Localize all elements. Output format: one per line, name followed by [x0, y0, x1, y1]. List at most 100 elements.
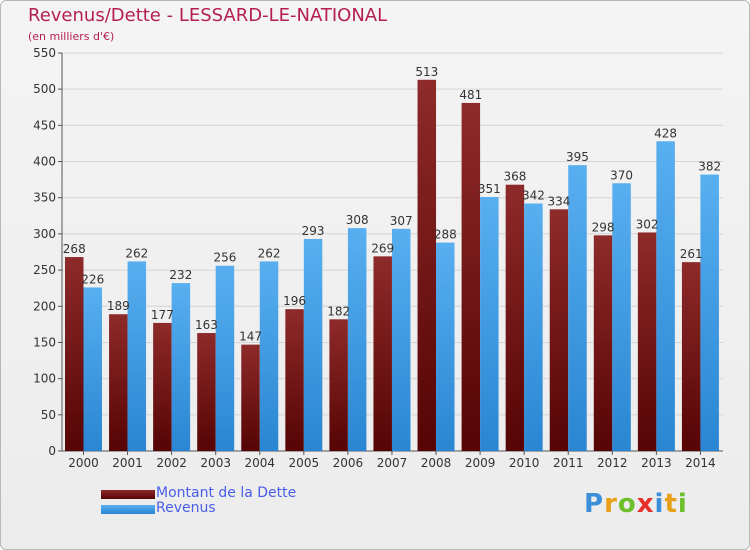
y-tick-label: 500 — [33, 82, 56, 96]
logo-letter: i — [677, 489, 688, 519]
data-label-debt: 182 — [327, 304, 350, 318]
x-tick-label: 2007 — [377, 456, 408, 470]
bar-revenue — [612, 183, 631, 451]
bar-revenue — [568, 165, 587, 451]
y-tick-label: 250 — [33, 263, 56, 277]
data-label-debt: 481 — [459, 88, 482, 102]
data-label-revenue: 262 — [258, 246, 281, 260]
data-label-revenue: 351 — [478, 182, 501, 196]
x-tick-label: 2003 — [200, 456, 231, 470]
bar-debt — [637, 232, 657, 451]
bar-debt — [241, 344, 260, 451]
bar-debt — [681, 262, 701, 451]
data-label-revenue: 308 — [346, 213, 369, 227]
x-tick-label: 2011 — [553, 456, 584, 470]
data-label-revenue: 232 — [169, 268, 192, 282]
data-label-debt: 163 — [195, 318, 218, 332]
x-tick-label: 2010 — [509, 456, 540, 470]
bar-revenue — [391, 228, 411, 451]
bar-debt — [65, 257, 84, 451]
bar-debt — [461, 102, 481, 451]
data-label-debt: 269 — [371, 241, 394, 255]
bar-debt — [549, 209, 569, 451]
data-label-debt: 177 — [151, 308, 174, 322]
data-label-revenue: 226 — [81, 272, 104, 286]
x-tick-label: 2006 — [333, 456, 364, 470]
y-tick-label: 150 — [33, 335, 56, 349]
logo-letter: r — [604, 489, 618, 519]
data-label-revenue: 342 — [522, 189, 545, 203]
bar-revenue — [215, 265, 235, 451]
data-label-debt: 298 — [592, 220, 615, 234]
data-label-revenue: 256 — [213, 251, 236, 265]
bar-debt — [153, 322, 172, 451]
x-tick-label: 2009 — [465, 456, 496, 470]
logo-letter: x — [636, 489, 655, 519]
data-label-revenue: 370 — [610, 168, 633, 182]
legend-label-revenue: Revenus — [156, 500, 216, 516]
x-tick-label: 2014 — [685, 456, 716, 470]
bar-chart: 0 50 100 150 200 250 300 350 400 450 500 550 268 226… — [33, 46, 723, 470]
data-label-debt: 147 — [239, 330, 262, 344]
x-tick-label: 2012 — [597, 456, 628, 470]
logo-letter: o — [617, 489, 637, 519]
y-tick-label: 300 — [33, 227, 56, 241]
chart-title: Revenus/Dette - LESSARD-LE-NATIONAL — [28, 5, 388, 26]
bar-revenue — [347, 228, 367, 451]
data-label-debt: 268 — [63, 242, 86, 256]
y-tick-label: 50 — [41, 408, 56, 422]
data-label-revenue: 307 — [390, 214, 413, 228]
y-tick-labels: 0 50 100 150 200 250 300 350 400 450 500 550 — [33, 46, 56, 458]
data-label-debt: 368 — [503, 170, 526, 184]
data-label-revenue: 262 — [125, 246, 148, 260]
legend-item-debt: Montant de la Dette — [101, 485, 401, 501]
bar-revenue — [171, 283, 191, 451]
bar-revenue — [480, 197, 499, 451]
bar-revenue — [127, 261, 147, 451]
x-tick-label: 2002 — [156, 456, 187, 470]
data-label-revenue: 395 — [566, 150, 589, 164]
bar-debt — [505, 184, 525, 451]
x-tick-labels: 2000 2001 2002 2003 2004 2005 2006 2007 2008 2009… — [68, 456, 715, 470]
legend-item-revenue: Revenus — [101, 500, 401, 516]
y-tick-label: 550 — [33, 46, 56, 60]
bar-revenue — [436, 242, 455, 451]
bar-revenue — [524, 203, 543, 451]
y-tick-label: 200 — [33, 299, 56, 313]
data-label-revenue: 428 — [654, 126, 677, 140]
legend-swatch-revenue — [101, 505, 155, 514]
bar-revenue — [259, 261, 279, 451]
proxiti-logo: Proxiti — [584, 489, 688, 519]
bar-debt — [197, 333, 216, 451]
data-label-debt: 261 — [680, 247, 703, 261]
y-tick-label: 450 — [33, 118, 56, 132]
legend-swatch-debt — [101, 490, 155, 499]
y-tick-label: 100 — [33, 372, 56, 386]
data-label-debt: 513 — [415, 65, 438, 79]
bar-revenue — [700, 174, 719, 451]
logo-letter: P — [584, 489, 605, 519]
bar-debt — [417, 79, 437, 452]
bar-revenue — [83, 287, 102, 451]
bar-debt — [593, 235, 613, 451]
legend-label-debt: Montant de la Dette — [156, 485, 297, 501]
x-tick-label: 2000 — [68, 456, 99, 470]
data-label-debt: 334 — [548, 194, 571, 208]
bar-debt — [373, 256, 392, 451]
bar-debt — [285, 309, 304, 451]
chart-subtitle: (en milliers d'€) — [28, 30, 115, 43]
x-tick-label: 2005 — [289, 456, 320, 470]
x-tick-label: 2008 — [421, 456, 452, 470]
bar-debt — [329, 319, 348, 451]
x-tick-label: 2013 — [641, 456, 672, 470]
data-label-revenue: 288 — [434, 228, 457, 242]
data-label-debt: 196 — [283, 294, 306, 308]
logo-letter: i — [654, 489, 665, 519]
y-tick-label: 400 — [33, 155, 56, 169]
data-label-revenue: 293 — [302, 224, 325, 238]
y-tick-label: 0 — [48, 444, 56, 458]
bar-debt — [109, 314, 128, 451]
data-label-debt: 189 — [107, 299, 130, 313]
